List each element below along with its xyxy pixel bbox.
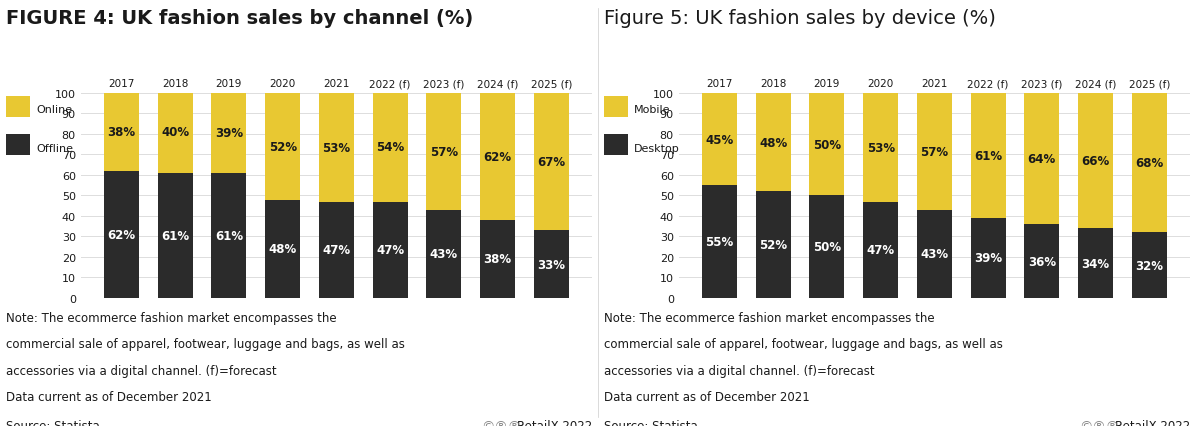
Bar bbox=[266, 200, 300, 298]
Text: Source: Statista: Source: Statista bbox=[6, 419, 99, 426]
Text: ©®®: ©®® bbox=[481, 419, 521, 426]
Text: 47%: 47% bbox=[322, 244, 350, 256]
Text: 68%: 68% bbox=[1135, 157, 1164, 170]
Text: accessories via a digital channel. (f)=forecast: accessories via a digital channel. (f)=f… bbox=[6, 364, 276, 377]
Bar bbox=[917, 210, 952, 298]
Bar bbox=[158, 92, 193, 173]
Text: 61%: 61% bbox=[161, 229, 189, 242]
Text: Offline: Offline bbox=[36, 144, 73, 153]
Text: 38%: 38% bbox=[108, 126, 135, 139]
Text: 32%: 32% bbox=[1135, 259, 1164, 272]
Text: Data current as of December 2021: Data current as of December 2021 bbox=[604, 390, 810, 403]
Bar bbox=[1078, 229, 1113, 298]
Text: 61%: 61% bbox=[974, 150, 1002, 163]
Bar bbox=[1078, 94, 1113, 229]
Text: Figure 5: UK fashion sales by device (%): Figure 5: UK fashion sales by device (%) bbox=[604, 9, 996, 28]
Text: 61%: 61% bbox=[215, 229, 243, 242]
Text: 50%: 50% bbox=[813, 138, 841, 151]
Text: Desktop: Desktop bbox=[634, 144, 679, 153]
Text: 52%: 52% bbox=[759, 239, 787, 251]
Text: commercial sale of apparel, footwear, luggage and bags, as well as: commercial sale of apparel, footwear, lu… bbox=[6, 337, 405, 350]
Text: Source: Statista: Source: Statista bbox=[604, 419, 697, 426]
Text: 64%: 64% bbox=[1027, 153, 1056, 166]
Text: 43%: 43% bbox=[920, 248, 948, 261]
Text: 48%: 48% bbox=[269, 243, 297, 256]
Text: FIGURE 4: UK fashion sales by channel (%): FIGURE 4: UK fashion sales by channel (%… bbox=[6, 9, 474, 28]
Bar bbox=[480, 221, 515, 298]
Bar bbox=[373, 92, 408, 202]
Bar bbox=[702, 186, 737, 298]
Bar bbox=[319, 202, 354, 298]
Text: 54%: 54% bbox=[376, 141, 404, 153]
Text: 57%: 57% bbox=[920, 146, 948, 158]
Text: 53%: 53% bbox=[322, 141, 350, 154]
Text: 62%: 62% bbox=[108, 228, 135, 241]
Bar bbox=[756, 192, 791, 298]
Text: 43%: 43% bbox=[429, 248, 458, 261]
Text: RetailX 2022: RetailX 2022 bbox=[1115, 419, 1190, 426]
Text: commercial sale of apparel, footwear, luggage and bags, as well as: commercial sale of apparel, footwear, lu… bbox=[604, 337, 1003, 350]
Text: 38%: 38% bbox=[483, 253, 512, 266]
Bar bbox=[319, 94, 354, 202]
Text: 40%: 40% bbox=[161, 126, 189, 139]
Text: 47%: 47% bbox=[867, 244, 895, 256]
Bar bbox=[373, 202, 408, 298]
Text: 33%: 33% bbox=[537, 258, 566, 271]
Bar bbox=[1131, 233, 1167, 298]
Bar bbox=[702, 94, 737, 186]
Text: RetailX 2022: RetailX 2022 bbox=[517, 419, 592, 426]
Text: 66%: 66% bbox=[1081, 155, 1110, 168]
Text: 57%: 57% bbox=[429, 146, 458, 158]
Text: 62%: 62% bbox=[483, 151, 512, 164]
Text: accessories via a digital channel. (f)=forecast: accessories via a digital channel. (f)=f… bbox=[604, 364, 874, 377]
Bar bbox=[864, 94, 898, 202]
Bar bbox=[212, 94, 246, 173]
Text: 47%: 47% bbox=[376, 244, 404, 256]
Bar bbox=[212, 173, 246, 298]
Bar bbox=[810, 196, 844, 298]
Text: 67%: 67% bbox=[537, 156, 566, 169]
Bar bbox=[427, 94, 462, 210]
Text: 48%: 48% bbox=[759, 136, 787, 149]
Bar bbox=[756, 94, 791, 192]
Bar bbox=[971, 219, 1006, 298]
Bar bbox=[533, 94, 569, 231]
Bar bbox=[533, 231, 569, 298]
Bar bbox=[810, 94, 844, 196]
Bar bbox=[917, 94, 952, 210]
Text: Data current as of December 2021: Data current as of December 2021 bbox=[6, 390, 212, 403]
Text: 39%: 39% bbox=[974, 252, 1002, 265]
Bar bbox=[104, 171, 139, 298]
Text: 52%: 52% bbox=[269, 141, 297, 153]
Text: 34%: 34% bbox=[1081, 257, 1110, 270]
Text: Mobile: Mobile bbox=[634, 105, 671, 115]
Text: Note: The ecommerce fashion market encompasses the: Note: The ecommerce fashion market encom… bbox=[604, 311, 934, 324]
Bar bbox=[480, 94, 515, 221]
Bar bbox=[1131, 94, 1167, 233]
Text: 50%: 50% bbox=[813, 241, 841, 253]
Text: 55%: 55% bbox=[706, 236, 733, 248]
Text: 53%: 53% bbox=[867, 141, 895, 154]
Bar bbox=[1025, 225, 1060, 298]
Bar bbox=[864, 202, 898, 298]
Bar bbox=[266, 94, 300, 200]
Bar bbox=[1025, 94, 1060, 225]
Text: Note: The ecommerce fashion market encompasses the: Note: The ecommerce fashion market encom… bbox=[6, 311, 336, 324]
Text: Online: Online bbox=[36, 105, 72, 115]
Text: ©®®: ©®® bbox=[1079, 419, 1119, 426]
Bar bbox=[427, 210, 462, 298]
Text: 36%: 36% bbox=[1027, 255, 1056, 268]
Text: 45%: 45% bbox=[706, 133, 733, 146]
Bar bbox=[158, 173, 193, 298]
Bar bbox=[971, 94, 1006, 219]
Bar bbox=[104, 94, 139, 171]
Text: 39%: 39% bbox=[215, 127, 243, 140]
